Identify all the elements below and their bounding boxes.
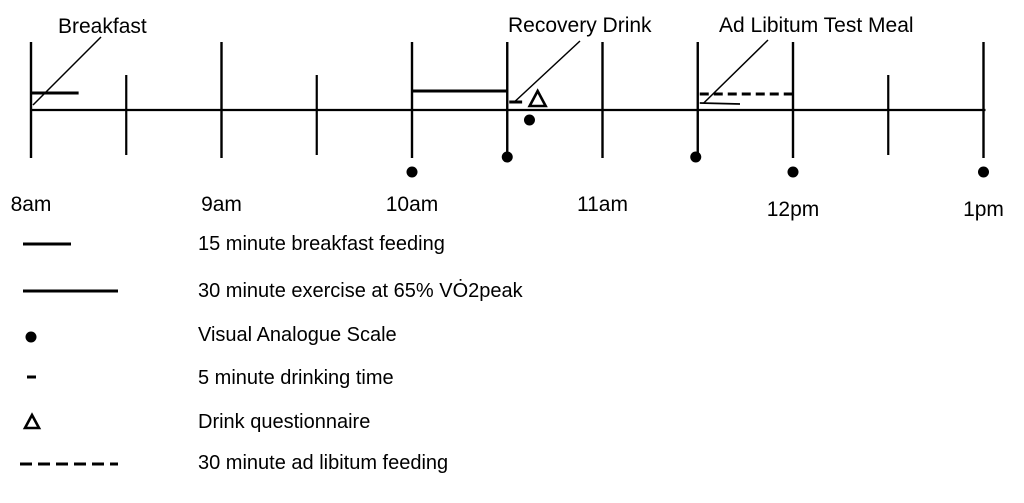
tick-label: 1pm [963, 198, 1004, 221]
vas-dot [501, 151, 513, 163]
legend-label: Visual Analogue Scale [198, 324, 397, 346]
vas-dot [406, 166, 418, 178]
legend-label: 5 minute drinking time [198, 367, 394, 389]
legend-label: Drink questionnaire [198, 411, 370, 433]
drink-pointer [512, 40, 581, 104]
legend-symbol-dot [25, 331, 37, 343]
legend-label: 30 minute exercise at 65% VȮ2peak [198, 279, 524, 302]
adlib-pointer [703, 39, 769, 104]
recovery-drink-label: Recovery Drink [508, 14, 652, 37]
legend-symbol-triangle [22, 412, 42, 430]
questionnaire-triangle [527, 88, 548, 108]
legend-label: 15 minute breakfast feeding [198, 233, 445, 255]
vas-dot [690, 151, 702, 163]
vas-dot [787, 166, 799, 178]
tick-label: 12pm [767, 198, 820, 221]
breakfast-label: Breakfast [58, 15, 147, 38]
tick-label: 10am [386, 193, 439, 216]
adlib-test-meal-label: Ad Libitum Test Meal [719, 14, 914, 37]
vas-dot [978, 166, 989, 178]
tick-label: 11am [577, 193, 628, 216]
adlib-lower-bar [699, 102, 741, 105]
legend-label: 30 minute ad libitum feeding [198, 452, 448, 474]
tick-label: 9am [201, 193, 242, 216]
vas-dot [523, 114, 535, 126]
tick-label: 8am [11, 193, 52, 216]
breakfast-pointer [32, 36, 102, 106]
